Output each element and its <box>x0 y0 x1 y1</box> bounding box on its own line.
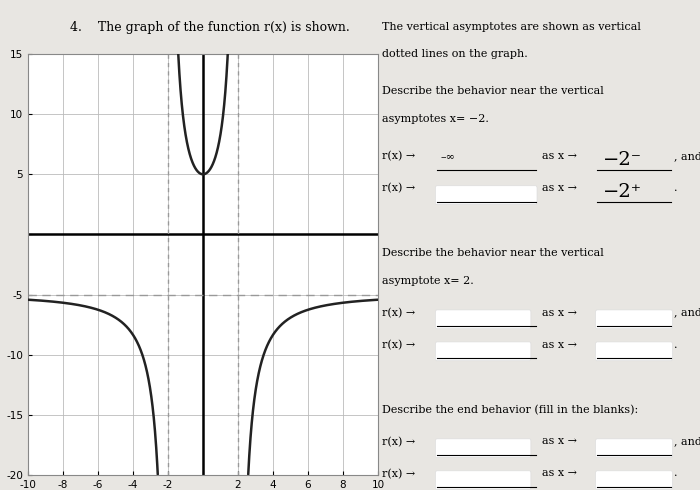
Text: as x →: as x → <box>542 308 577 318</box>
Text: Describe the end behavior (fill in the blanks):: Describe the end behavior (fill in the b… <box>382 404 638 415</box>
FancyBboxPatch shape <box>435 310 531 329</box>
Text: r(x) →: r(x) → <box>382 437 414 447</box>
Text: Describe the behavior near the vertical: Describe the behavior near the vertical <box>382 86 603 97</box>
Text: Describe the behavior near the vertical: Describe the behavior near the vertical <box>382 248 603 258</box>
FancyBboxPatch shape <box>596 439 673 458</box>
Text: r(x) →: r(x) → <box>382 340 414 350</box>
Text: dotted lines on the graph.: dotted lines on the graph. <box>382 49 527 59</box>
Text: −2⁻: −2⁻ <box>603 151 643 170</box>
FancyBboxPatch shape <box>596 310 673 329</box>
Text: as x →: as x → <box>542 468 577 478</box>
Text: −2⁺: −2⁺ <box>603 183 643 201</box>
Text: r(x) →: r(x) → <box>382 151 414 162</box>
Text: r(x) →: r(x) → <box>382 468 414 479</box>
Text: asymptote x= 2.: asymptote x= 2. <box>382 275 473 286</box>
FancyBboxPatch shape <box>435 186 537 204</box>
Text: , and: , and <box>674 308 700 318</box>
Text: asymptotes x= −2.: asymptotes x= −2. <box>382 114 489 124</box>
Text: as x →: as x → <box>542 437 577 446</box>
Text: .: . <box>674 340 678 349</box>
Text: as x →: as x → <box>542 151 577 161</box>
FancyBboxPatch shape <box>596 342 673 361</box>
FancyBboxPatch shape <box>435 439 531 458</box>
Text: r(x) →: r(x) → <box>382 308 414 318</box>
Text: , and: , and <box>674 437 700 446</box>
Text: .: . <box>674 468 678 478</box>
Text: The vertical asymptotes are shown as vertical: The vertical asymptotes are shown as ver… <box>382 22 640 31</box>
Text: 4.    The graph of the function r(x) is shown.: 4. The graph of the function r(x) is sho… <box>70 21 350 34</box>
Text: –∞: –∞ <box>440 151 455 161</box>
Text: as x →: as x → <box>542 340 577 349</box>
Text: , and: , and <box>674 151 700 161</box>
FancyBboxPatch shape <box>435 342 531 361</box>
FancyBboxPatch shape <box>435 471 531 490</box>
FancyBboxPatch shape <box>596 471 673 490</box>
Text: as x →: as x → <box>542 183 577 194</box>
Text: .: . <box>674 183 678 194</box>
Text: r(x) →: r(x) → <box>382 183 414 194</box>
